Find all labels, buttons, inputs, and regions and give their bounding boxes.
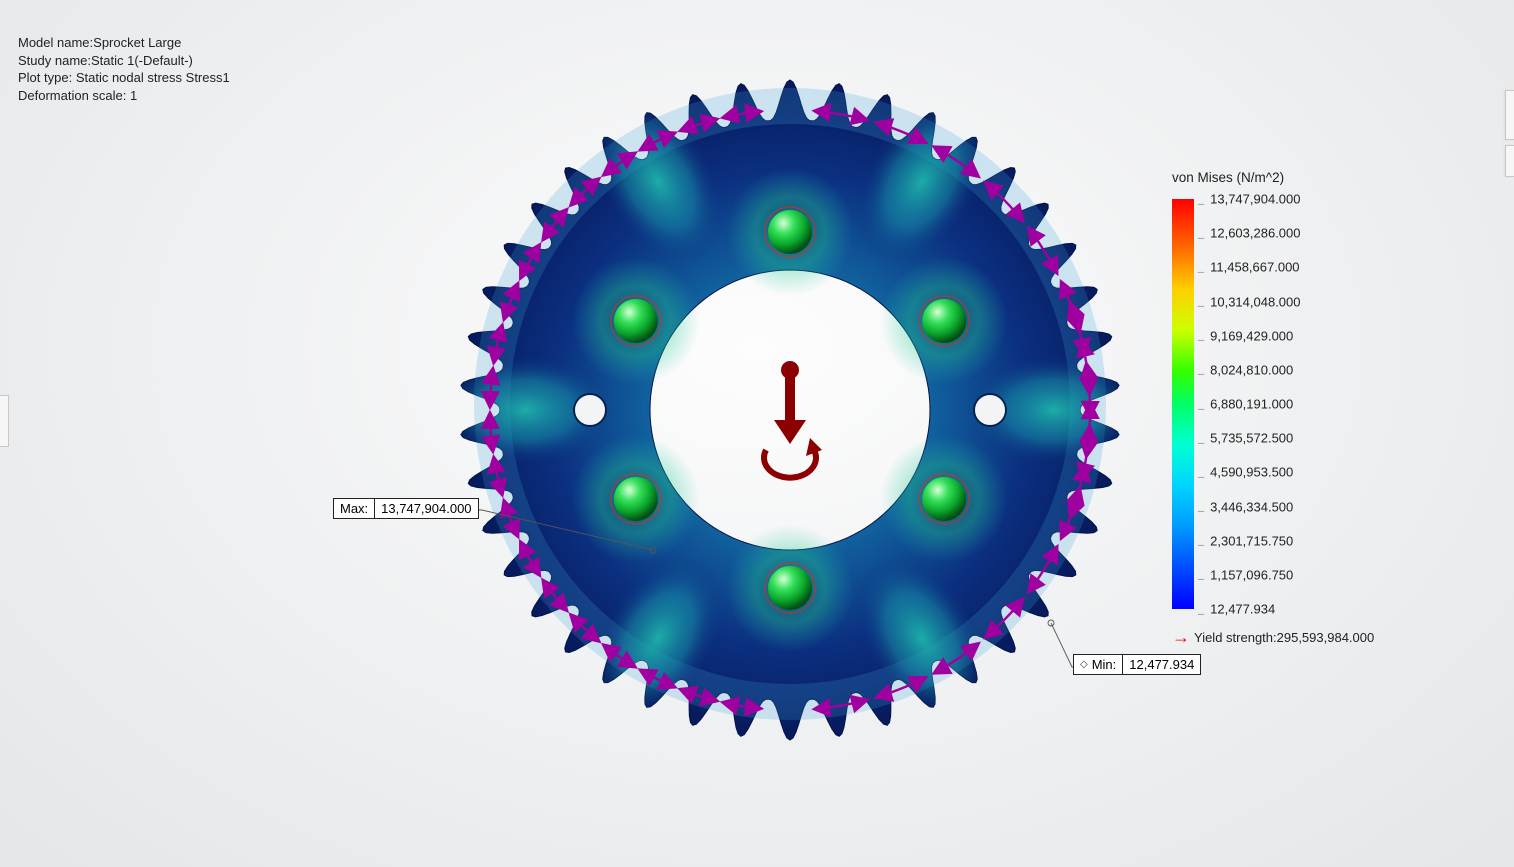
sprocket-svg	[450, 70, 1130, 750]
model-name-label: Model name:	[18, 35, 93, 50]
color-legend[interactable]: von Mises (N/m^2) _13,747,904.000 _12,603…	[1172, 170, 1374, 648]
legend-tick: _6,880,191.000	[1198, 397, 1293, 412]
deformation-scale-value: 1	[126, 88, 137, 103]
legend-tick: _5,735,572.500	[1198, 431, 1293, 446]
legend-tick: _1,157,096.750	[1198, 567, 1293, 582]
max-callout[interactable]: Max: 13,747,904.000	[333, 498, 479, 519]
yield-strength-label: Yield strength:	[1194, 630, 1277, 645]
model-viewport[interactable]	[450, 70, 1130, 750]
legend-tick: _11,458,667.000	[1198, 260, 1300, 275]
right-panel-tab[interactable]	[1505, 90, 1514, 140]
gravity-symbol	[764, 361, 822, 478]
max-callout-value: 13,747,904.000	[374, 499, 477, 518]
legend-tick: _2,301,715.750	[1198, 533, 1293, 548]
legend-tick: _4,590,953.500	[1198, 465, 1293, 480]
legend-tick: _8,024,810.000	[1198, 362, 1293, 377]
plot-type-value: Static nodal stress Stress1	[72, 70, 230, 85]
arrow-right-icon: →	[1172, 627, 1188, 648]
min-callout-value: 12,477.934	[1122, 655, 1200, 674]
plot-type-label: Plot type:	[18, 70, 72, 85]
legend-tick: _10,314,048.000	[1198, 294, 1301, 309]
deformation-scale-label: Deformation scale:	[18, 88, 126, 103]
legend-title: von Mises (N/m^2)	[1172, 170, 1374, 185]
simulation-info: Model name:Sprocket Large Study name:Sta…	[18, 34, 230, 104]
study-name-label: Study name:	[18, 53, 91, 68]
min-callout-label: Min:	[1092, 657, 1117, 672]
left-panel-tab[interactable]	[0, 395, 9, 447]
legend-color-bar	[1172, 199, 1194, 609]
model-name-value: Sprocket Large	[93, 35, 181, 50]
yield-strength-value: 295,593,984.000	[1277, 630, 1375, 645]
legend-tick: _12,477.934	[1198, 602, 1275, 617]
right-panel-tab[interactable]	[1505, 145, 1514, 177]
min-callout-marker: ◇	[1080, 659, 1088, 670]
study-name-value: Static 1(-Default-)	[91, 53, 193, 68]
legend-tick: _13,747,904.000	[1198, 192, 1301, 207]
legend-tick: _3,446,334.500	[1198, 499, 1293, 514]
min-callout[interactable]: ◇ Min: 12,477.934	[1073, 654, 1201, 675]
yield-strength-row: → Yield strength: 295,593,984.000	[1172, 627, 1374, 648]
legend-tick: _12,603,286.000	[1198, 226, 1301, 241]
max-callout-label: Max:	[334, 499, 374, 518]
legend-tick: _9,169,429.000	[1198, 328, 1293, 343]
